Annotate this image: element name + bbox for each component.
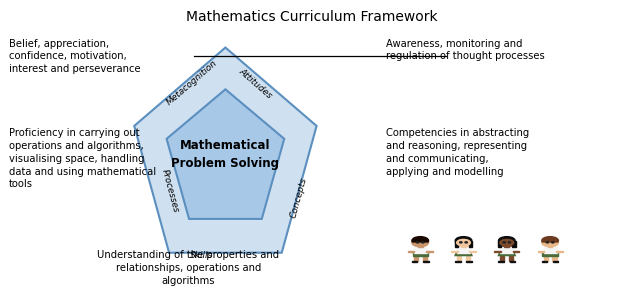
Circle shape: [542, 237, 558, 245]
Bar: [412, 252, 428, 256]
Bar: [407, 251, 414, 252]
Bar: [455, 241, 458, 247]
Text: Processes: Processes: [160, 168, 180, 214]
Bar: [457, 256, 461, 261]
Text: Competencies in abstracting
and reasoning, representing
and communicating,
apply: Competencies in abstracting and reasonin…: [386, 128, 529, 177]
Bar: [538, 251, 544, 252]
Circle shape: [422, 242, 424, 243]
Text: Concepts: Concepts: [290, 176, 309, 219]
Circle shape: [457, 239, 470, 246]
Bar: [500, 247, 514, 253]
Circle shape: [509, 242, 510, 243]
Wedge shape: [412, 243, 429, 247]
Text: Awareness, monitoring and
regulation of thought processes: Awareness, monitoring and regulation of …: [386, 39, 545, 61]
Bar: [466, 256, 470, 261]
Bar: [499, 261, 504, 262]
Circle shape: [546, 242, 548, 243]
Bar: [544, 256, 548, 261]
Polygon shape: [454, 252, 473, 256]
Circle shape: [503, 242, 505, 243]
Circle shape: [460, 242, 462, 243]
Bar: [423, 261, 429, 262]
Circle shape: [455, 239, 472, 247]
Bar: [498, 241, 502, 247]
Text: Understanding of the properties and
relationships, operations and
algorithms: Understanding of the properties and rela…: [97, 250, 280, 286]
Text: Mathematics Curriculum Framework: Mathematics Curriculum Framework: [186, 10, 438, 24]
Wedge shape: [542, 243, 558, 247]
Bar: [467, 261, 472, 262]
Bar: [544, 247, 557, 253]
Bar: [414, 256, 418, 261]
Bar: [556, 251, 563, 252]
Bar: [510, 261, 515, 262]
Bar: [548, 245, 552, 247]
Circle shape: [499, 239, 515, 247]
Text: Attitudes: Attitudes: [237, 67, 274, 101]
Circle shape: [455, 237, 472, 245]
Circle shape: [500, 239, 514, 246]
Text: Mathematical
Problem Solving: Mathematical Problem Solving: [172, 140, 280, 171]
Circle shape: [542, 239, 558, 247]
Bar: [426, 251, 432, 252]
Bar: [457, 247, 470, 253]
Circle shape: [552, 242, 554, 243]
Bar: [542, 252, 558, 256]
Bar: [552, 256, 557, 261]
Bar: [455, 261, 461, 262]
Bar: [513, 251, 519, 252]
Bar: [412, 261, 417, 262]
Bar: [509, 256, 514, 261]
Polygon shape: [134, 47, 316, 253]
Bar: [422, 256, 427, 261]
Bar: [418, 245, 422, 247]
Text: Skills: Skills: [190, 251, 213, 260]
Polygon shape: [497, 252, 516, 256]
Text: Metacognition: Metacognition: [165, 58, 219, 107]
Text: Belief, appreciation,
confidence, motivation,
interest and perseverance: Belief, appreciation, confidence, motiva…: [9, 39, 140, 74]
Circle shape: [412, 237, 429, 245]
Text: Proficiency in carrying out
operations and algorithms,
visualising space, handli: Proficiency in carrying out operations a…: [9, 128, 156, 189]
Bar: [500, 256, 504, 261]
Bar: [512, 241, 515, 247]
Circle shape: [499, 237, 515, 245]
Bar: [494, 251, 501, 252]
Polygon shape: [167, 89, 285, 219]
Bar: [451, 251, 457, 252]
Circle shape: [465, 242, 467, 243]
Bar: [542, 261, 547, 262]
Circle shape: [412, 239, 429, 247]
Bar: [414, 247, 427, 253]
Bar: [461, 245, 466, 247]
Bar: [504, 245, 509, 247]
Bar: [469, 251, 476, 252]
Bar: [469, 241, 472, 247]
Circle shape: [416, 242, 419, 243]
Bar: [553, 261, 558, 262]
